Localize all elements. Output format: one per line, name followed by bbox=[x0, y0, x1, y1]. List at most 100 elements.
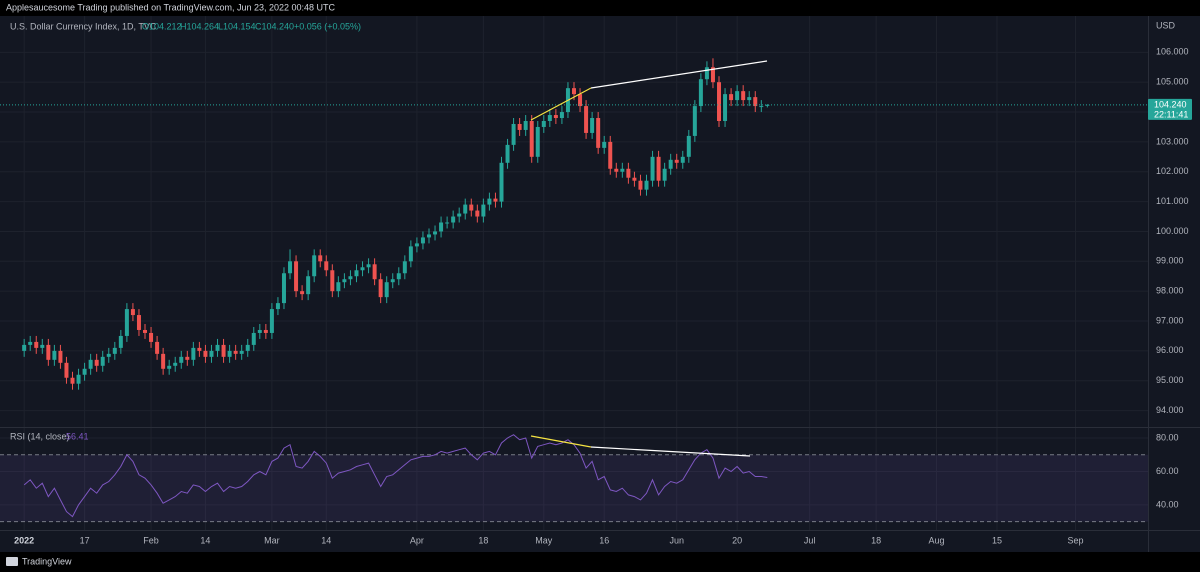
candle-body bbox=[414, 243, 419, 247]
candle-body bbox=[143, 329, 148, 333]
y-tick-label: 106.000 bbox=[1156, 47, 1189, 57]
candle-body bbox=[499, 162, 504, 202]
footer-brand: TradingView bbox=[22, 556, 72, 566]
candle-body bbox=[511, 123, 516, 145]
x-tick-label: 15 bbox=[992, 535, 1002, 545]
candle-body bbox=[136, 315, 141, 330]
x-tick-label: Apr bbox=[410, 535, 424, 545]
candle-body bbox=[541, 120, 546, 127]
candle-body bbox=[765, 104, 770, 106]
candle-body bbox=[318, 255, 323, 262]
candle-body bbox=[82, 368, 87, 375]
candle-body bbox=[281, 273, 286, 304]
candle-body bbox=[704, 67, 709, 80]
candle-body bbox=[124, 309, 129, 336]
candle-body bbox=[342, 279, 347, 283]
candle-body bbox=[426, 234, 431, 238]
candle-body bbox=[312, 255, 317, 277]
y-tick-label: 94.000 bbox=[1156, 405, 1184, 415]
candle-body bbox=[263, 329, 268, 333]
candle-body bbox=[390, 279, 395, 283]
candle-body bbox=[70, 377, 75, 384]
candle-body bbox=[269, 309, 274, 333]
x-tick-label: 17 bbox=[80, 535, 90, 545]
currency: USD bbox=[1156, 20, 1176, 30]
candle-body bbox=[330, 270, 335, 292]
candle-body bbox=[644, 180, 649, 190]
candle-body bbox=[759, 106, 764, 108]
candle-body bbox=[650, 156, 655, 181]
candle-body bbox=[209, 350, 214, 357]
candle-body bbox=[433, 231, 438, 235]
candle-body bbox=[656, 156, 661, 181]
candle-body bbox=[306, 276, 311, 295]
x-tick-label: May bbox=[535, 535, 553, 545]
candle-body bbox=[348, 276, 353, 280]
candle-body bbox=[457, 213, 462, 217]
candle-body bbox=[378, 279, 383, 298]
candle-body bbox=[257, 329, 262, 333]
candle-body bbox=[620, 168, 625, 172]
candle-body bbox=[227, 350, 232, 357]
candle-body bbox=[493, 198, 498, 202]
candle-body bbox=[233, 350, 238, 354]
candle-body bbox=[638, 180, 643, 190]
y-tick-label: 102.000 bbox=[1156, 166, 1189, 176]
candle-body bbox=[602, 141, 607, 148]
y-tick-label: 95.000 bbox=[1156, 375, 1184, 385]
candle-body bbox=[354, 270, 359, 277]
ohlc-high: H104.264 bbox=[180, 21, 219, 31]
rsi-line bbox=[23, 434, 768, 518]
y-tick-label: 99.000 bbox=[1156, 256, 1184, 266]
candle-body bbox=[674, 159, 679, 163]
candle-body bbox=[578, 94, 583, 107]
ohlc-change: +0.056 (+0.05%) bbox=[294, 21, 361, 31]
x-tick-label: Aug bbox=[929, 535, 945, 545]
x-tick-label: 2022 bbox=[14, 535, 34, 545]
candle-body bbox=[608, 141, 613, 169]
candle-body bbox=[469, 204, 474, 211]
candle-body bbox=[662, 168, 667, 181]
x-tick-label: 16 bbox=[599, 535, 609, 545]
candle-body bbox=[517, 123, 522, 130]
candle-body bbox=[161, 353, 166, 369]
y-tick-label: 105.000 bbox=[1156, 77, 1189, 87]
countdown-label: 22:11:41 bbox=[1154, 109, 1188, 119]
candle-body bbox=[221, 344, 226, 357]
last-price-tag bbox=[1148, 98, 1192, 120]
candle-body bbox=[710, 67, 715, 83]
symbol-title: U.S. Dollar Currency Index, 1D, TVC bbox=[10, 21, 157, 31]
candle-body bbox=[547, 115, 552, 121]
candle-body bbox=[179, 356, 184, 363]
candle-body bbox=[64, 362, 69, 378]
y-tick-label: 101.000 bbox=[1156, 196, 1189, 206]
candle-body bbox=[203, 350, 208, 357]
trend-line bbox=[530, 87, 592, 121]
x-tick-label: 20 bbox=[732, 535, 742, 545]
candle-body bbox=[396, 273, 401, 280]
y-tick-label: 97.000 bbox=[1156, 315, 1184, 325]
candle-body bbox=[475, 210, 480, 217]
candle-body bbox=[288, 261, 293, 274]
candle-body bbox=[735, 91, 740, 101]
rsi-title: RSI (14, close) bbox=[10, 431, 70, 441]
candle-body bbox=[324, 261, 329, 271]
x-tick-label: Feb bbox=[143, 535, 159, 545]
footer-logo: TradingView bbox=[6, 556, 72, 566]
candle-body bbox=[686, 135, 691, 157]
y-tick-label: 80.00 bbox=[1156, 432, 1179, 442]
candle-body bbox=[360, 267, 365, 271]
y-tick-label: 60.00 bbox=[1156, 466, 1179, 476]
candle-body bbox=[197, 347, 202, 351]
ohlc-close: C104.240 bbox=[255, 21, 294, 31]
candle-body bbox=[723, 94, 728, 121]
candle-body bbox=[173, 362, 178, 366]
candle-body bbox=[215, 344, 220, 351]
publish-header: Applesaucesome Trading published on Trad… bbox=[6, 2, 336, 12]
ohlc-open: O104.212 bbox=[142, 21, 182, 31]
candle-body bbox=[451, 216, 456, 223]
candle-body bbox=[239, 350, 244, 354]
candle-body bbox=[698, 79, 703, 107]
candle-body bbox=[106, 353, 111, 357]
